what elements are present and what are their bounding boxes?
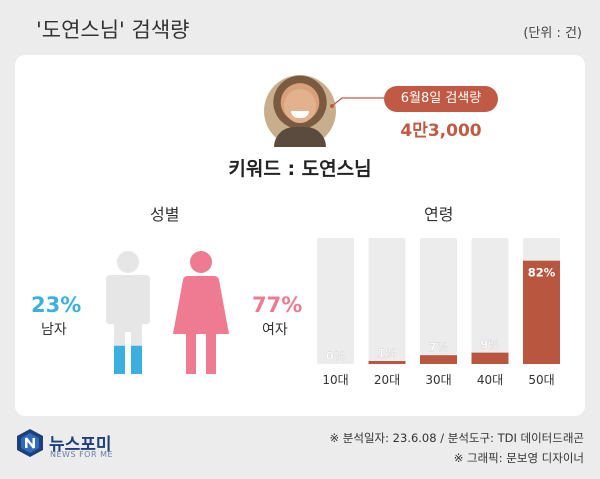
bar-value-label: 1% (377, 346, 397, 360)
bar-track (368, 238, 406, 364)
bar-value-label: 82% (528, 266, 556, 280)
keyword-label: 키워드 : 도연스님 (228, 158, 372, 180)
bar-30대 (420, 355, 457, 364)
credit-note: ※ 그래픽: 문보영 디자이너 (453, 451, 584, 465)
bar-track (317, 238, 354, 364)
category-tick-label: 10대 (322, 373, 348, 387)
age-bar-chart: 0% 10대 1% 20대 7% 30대 9% 40대 82% 50대 (317, 238, 560, 387)
bar-value-label: 0% (326, 349, 346, 363)
bar-track (471, 238, 509, 364)
logo-subtitle: NEWS FOR ME (50, 450, 114, 459)
source-note: ※ 분석일자: 23.6.08 / 분석도구: TDI 데이터드래곤 (329, 431, 584, 445)
female-fill (173, 251, 229, 374)
callout-connector (330, 97, 384, 108)
female-percent: 77% (252, 293, 303, 317)
category-tick-label: 40대 (477, 373, 503, 387)
bar-50대 (523, 260, 560, 364)
search-volume-badge: 6월8일 검색량 (384, 86, 498, 112)
search-volume-value: 4만3,000 (400, 121, 482, 141)
category-tick-label: 20대 (374, 373, 400, 387)
bar-value-label: 7% (429, 340, 449, 354)
bar-40대 (471, 352, 509, 364)
gender-section-title: 성별 (150, 205, 180, 224)
female-figure-icon (173, 251, 229, 374)
unit-label: (단위 : 건) (523, 26, 582, 41)
male-figure-icon (106, 251, 150, 374)
bar-track (420, 238, 457, 364)
category-tick-label: 50대 (528, 373, 554, 387)
newsforme-logo-icon (17, 429, 43, 457)
female-label: 여자 (262, 322, 288, 338)
male-fill (106, 345, 150, 374)
age-section-title: 연령 (424, 205, 454, 224)
logo-wordmark: 뉴스포미 (49, 435, 112, 455)
bar-20대 (368, 361, 406, 364)
category-tick-label: 30대 (425, 373, 451, 387)
avatar (264, 75, 336, 147)
bar-value-label: 9% (480, 338, 500, 352)
page-title: '도연스님' 검색량 (36, 18, 190, 42)
male-label: 남자 (41, 322, 67, 338)
male-percent: 23% (31, 293, 82, 317)
